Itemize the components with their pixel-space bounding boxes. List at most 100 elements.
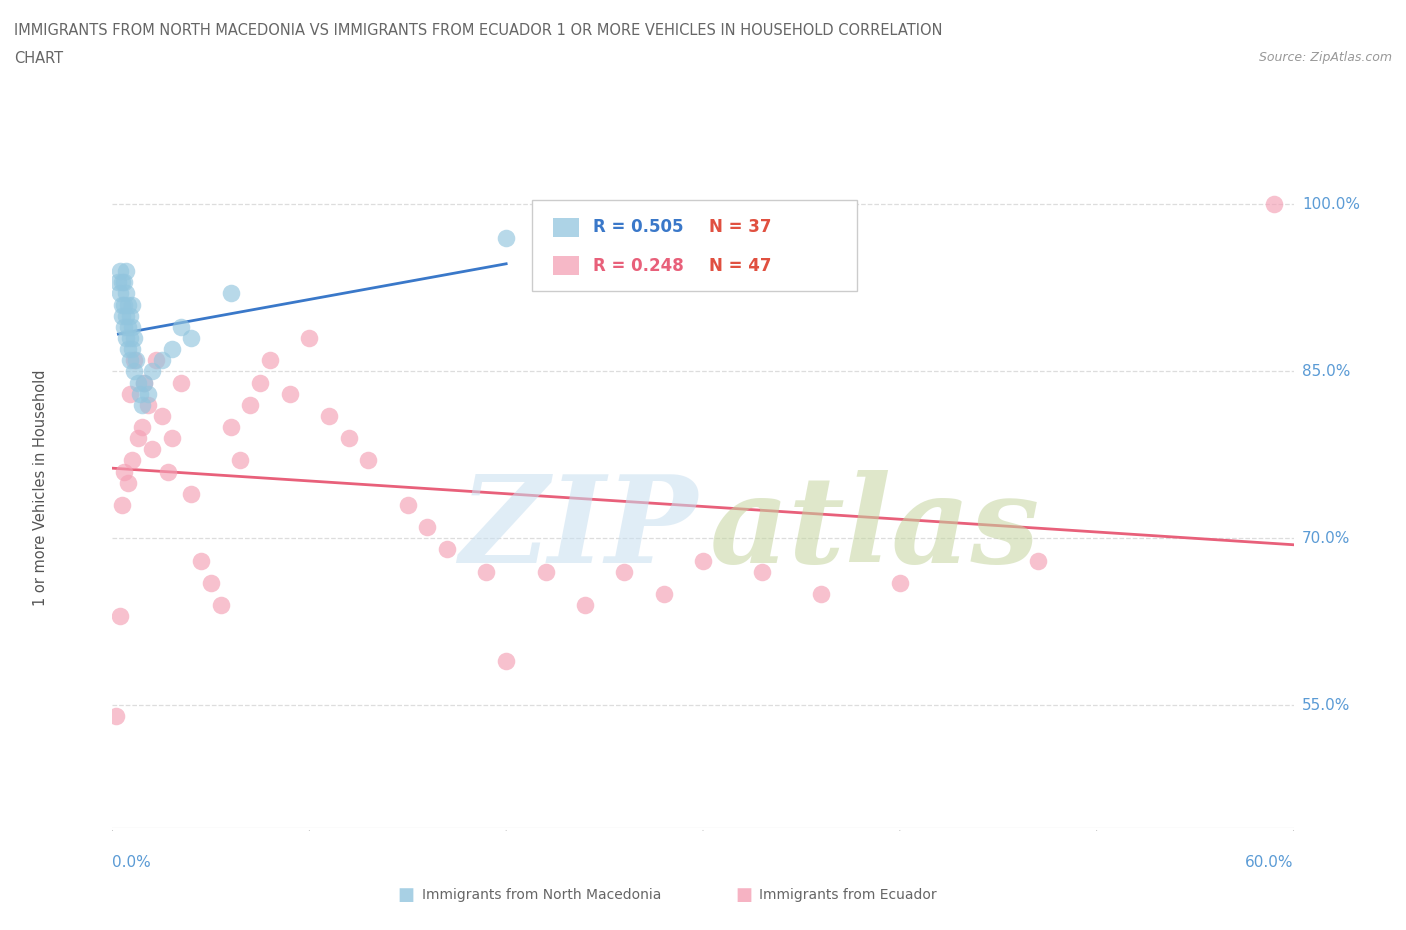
Text: ZIP: ZIP bbox=[458, 470, 697, 589]
Point bbox=[1026, 553, 1049, 568]
Point bbox=[120, 330, 142, 345]
Text: N = 47: N = 47 bbox=[709, 257, 772, 274]
Point bbox=[110, 609, 132, 624]
Point bbox=[122, 352, 145, 367]
Point bbox=[112, 275, 135, 290]
Point bbox=[652, 587, 675, 602]
Point bbox=[115, 264, 138, 279]
Point bbox=[132, 375, 155, 390]
Point bbox=[132, 375, 155, 390]
Point bbox=[120, 386, 142, 401]
Point bbox=[160, 341, 183, 356]
Point bbox=[298, 330, 321, 345]
Point bbox=[121, 298, 143, 312]
Point bbox=[180, 330, 202, 345]
Bar bbox=[553, 218, 579, 237]
Point bbox=[129, 386, 152, 401]
Text: R = 0.505: R = 0.505 bbox=[593, 219, 683, 236]
Point bbox=[200, 576, 222, 591]
Point bbox=[810, 587, 832, 602]
Point bbox=[150, 408, 173, 423]
Point bbox=[170, 319, 193, 334]
Point bbox=[180, 486, 202, 501]
Point bbox=[534, 565, 557, 579]
Point bbox=[111, 298, 134, 312]
FancyBboxPatch shape bbox=[531, 200, 856, 291]
Point bbox=[131, 397, 153, 412]
Point bbox=[209, 598, 232, 613]
Point bbox=[249, 375, 271, 390]
Point bbox=[219, 286, 242, 301]
Text: 85.0%: 85.0% bbox=[1302, 364, 1350, 379]
Point bbox=[110, 286, 132, 301]
Point bbox=[121, 453, 143, 468]
Point bbox=[122, 364, 145, 379]
Point bbox=[239, 397, 262, 412]
Point bbox=[751, 565, 773, 579]
Text: 60.0%: 60.0% bbox=[1246, 856, 1294, 870]
Point bbox=[136, 386, 159, 401]
Point bbox=[111, 309, 134, 324]
Point bbox=[396, 498, 419, 512]
Point bbox=[318, 408, 340, 423]
Point bbox=[111, 498, 134, 512]
Point bbox=[125, 352, 148, 367]
Point bbox=[889, 576, 911, 591]
Point bbox=[117, 475, 139, 490]
Point bbox=[160, 431, 183, 445]
Point bbox=[357, 453, 380, 468]
Point bbox=[112, 319, 135, 334]
Text: R = 0.248: R = 0.248 bbox=[593, 257, 683, 274]
Point bbox=[436, 542, 458, 557]
Point bbox=[150, 352, 173, 367]
Point bbox=[156, 464, 179, 479]
Text: Source: ZipAtlas.com: Source: ZipAtlas.com bbox=[1258, 51, 1392, 64]
Text: CHART: CHART bbox=[14, 51, 63, 66]
Point bbox=[117, 341, 139, 356]
Text: atlas: atlas bbox=[709, 470, 1039, 589]
Point bbox=[111, 275, 134, 290]
Text: 70.0%: 70.0% bbox=[1302, 531, 1350, 546]
Point bbox=[117, 319, 139, 334]
Point bbox=[190, 553, 212, 568]
Point bbox=[475, 565, 498, 579]
Point bbox=[495, 653, 517, 668]
Bar bbox=[553, 256, 579, 275]
Point bbox=[574, 598, 596, 613]
Point bbox=[136, 397, 159, 412]
Text: 100.0%: 100.0% bbox=[1302, 197, 1360, 212]
Point bbox=[337, 431, 360, 445]
Point bbox=[120, 309, 142, 324]
Point bbox=[141, 364, 163, 379]
Point bbox=[117, 298, 139, 312]
Point bbox=[495, 231, 517, 246]
Point bbox=[692, 553, 714, 568]
Text: 1 or more Vehicles in Household: 1 or more Vehicles in Household bbox=[32, 370, 48, 606]
Point bbox=[145, 352, 167, 367]
Text: 0.0%: 0.0% bbox=[112, 856, 152, 870]
Point bbox=[170, 375, 193, 390]
Point bbox=[115, 330, 138, 345]
Point bbox=[1263, 197, 1285, 212]
Point bbox=[122, 330, 145, 345]
Point bbox=[127, 375, 149, 390]
Point bbox=[105, 709, 128, 724]
Point bbox=[115, 309, 138, 324]
Point bbox=[120, 352, 142, 367]
Point bbox=[416, 520, 439, 535]
Point bbox=[110, 264, 132, 279]
Point bbox=[121, 319, 143, 334]
Point bbox=[112, 298, 135, 312]
Point bbox=[127, 431, 149, 445]
Point bbox=[219, 419, 242, 434]
Text: N = 37: N = 37 bbox=[709, 219, 772, 236]
Point bbox=[131, 419, 153, 434]
Text: Immigrants from North Macedonia: Immigrants from North Macedonia bbox=[422, 887, 661, 902]
Point bbox=[121, 341, 143, 356]
Point bbox=[112, 464, 135, 479]
Point bbox=[613, 565, 636, 579]
Text: ■: ■ bbox=[735, 885, 752, 904]
Point bbox=[229, 453, 252, 468]
Point bbox=[278, 386, 301, 401]
Point bbox=[115, 286, 138, 301]
